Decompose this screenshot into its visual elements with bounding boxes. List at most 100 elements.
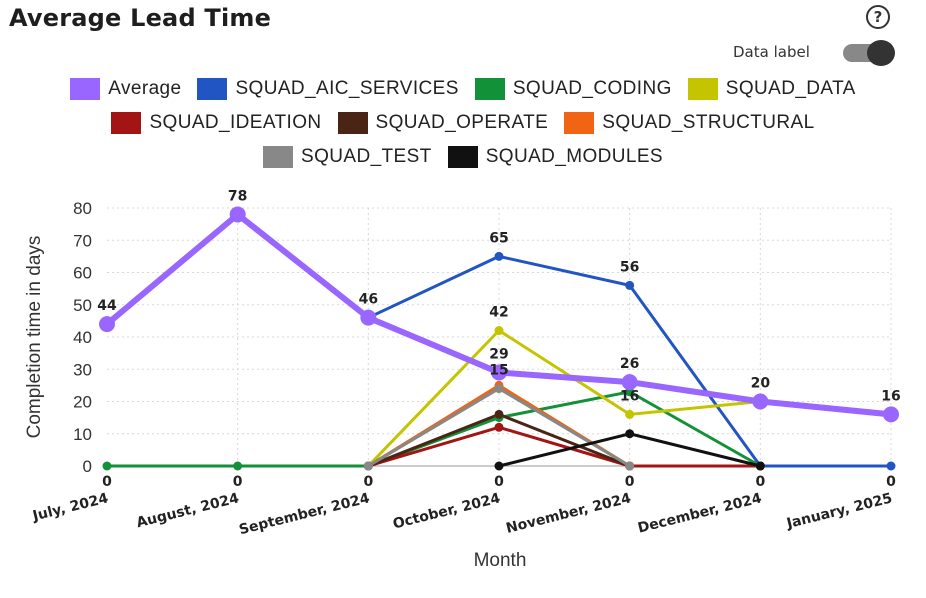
data-label: 78 xyxy=(228,188,247,204)
x-tick-label: October, 2024 xyxy=(391,490,502,532)
legend-row: SQUAD_IDEATION SQUAD_OPERATE SQUAD_STRUCTU… xyxy=(0,106,926,140)
data-point[interactable] xyxy=(494,422,504,432)
data-point[interactable] xyxy=(883,406,899,423)
legend-swatch xyxy=(197,78,228,100)
data-point[interactable] xyxy=(233,461,243,471)
y-tick-label: 10 xyxy=(73,425,92,444)
data-label: 29 xyxy=(489,346,508,362)
y-tick-label: 0 xyxy=(83,457,92,476)
y-tick-label: 60 xyxy=(73,264,92,283)
legend-label: SQUAD_AIC_SERVICES xyxy=(235,78,459,99)
data-point[interactable] xyxy=(625,429,635,439)
data-label: 0 xyxy=(755,474,765,490)
legend-item[interactable]: SQUAD_DATA xyxy=(687,78,856,100)
data-point[interactable] xyxy=(102,461,112,471)
data-point[interactable] xyxy=(621,374,638,391)
legend-label: Average xyxy=(108,78,182,99)
data-label: 56 xyxy=(620,259,639,275)
y-axis-ticks: 0 10 20 30 40 50 60 70 80 xyxy=(73,199,92,476)
legend-swatch xyxy=(474,78,505,100)
y-tick-label: 70 xyxy=(73,231,92,250)
data-label: 0 xyxy=(363,474,373,490)
y-tick-label: 40 xyxy=(73,328,92,347)
page-title: Average Lead Time xyxy=(9,4,272,32)
data-point[interactable] xyxy=(625,461,635,471)
y-tick-label: 80 xyxy=(73,199,92,218)
x-tick-label: September, 2024 xyxy=(238,490,372,538)
data-labels: 44 78 46 29 26 20 16 65 56 42 16 15 0 0 0 0 0 0 0 xyxy=(97,188,900,490)
series-line-squad-ideation[interactable] xyxy=(366,425,762,468)
data-point[interactable] xyxy=(494,251,504,261)
legend-swatch xyxy=(564,112,595,134)
data-point[interactable] xyxy=(625,280,635,290)
legend-label: SQUAD_TEST xyxy=(301,146,432,167)
legend-item[interactable]: SQUAD_STRUCTURAL xyxy=(564,112,814,134)
data-point[interactable] xyxy=(625,409,635,419)
data-point[interactable] xyxy=(363,461,373,471)
data-label: 0 xyxy=(494,474,504,490)
legend-item[interactable]: SQUAD_TEST xyxy=(263,146,432,168)
y-axis-title: Completion time in days xyxy=(24,236,45,439)
x-axis-title: Month xyxy=(474,550,527,571)
line-chart: 0 10 20 30 40 50 60 70 80 44 78 46 29 26 20 16 65 56 42 16… xyxy=(24,188,901,571)
data-label-toggle-label: Data label xyxy=(733,43,810,61)
legend-swatch xyxy=(337,112,368,134)
help-icon[interactable]: ? xyxy=(866,5,890,29)
data-label: 16 xyxy=(620,388,639,404)
x-tick-label: January, 2025 xyxy=(784,490,894,532)
data-label: 0 xyxy=(886,474,896,490)
toggle-knob[interactable] xyxy=(867,40,895,66)
legend-item[interactable]: SQUAD_CODING xyxy=(474,78,672,100)
legend-item[interactable]: SQUAD_IDEATION xyxy=(111,112,321,134)
data-label: 44 xyxy=(97,298,117,314)
series-points xyxy=(99,206,899,471)
data-point[interactable] xyxy=(494,409,504,419)
data-label: 0 xyxy=(102,474,112,490)
y-tick-label: 50 xyxy=(73,296,92,315)
data-label: 42 xyxy=(489,305,508,321)
x-tick-label: July, 2024 xyxy=(30,490,110,524)
data-point[interactable] xyxy=(229,206,246,223)
legend-row: Average SQUAD_AIC_SERVICES SQUAD_CODING SQU… xyxy=(0,72,926,106)
legend-label: SQUAD_DATA xyxy=(725,78,856,99)
legend-row: SQUAD_TEST SQUAD_MODULES xyxy=(0,140,926,174)
chart-legend: Average SQUAD_AIC_SERVICES SQUAD_CODING SQU… xyxy=(0,72,926,174)
data-point[interactable] xyxy=(494,461,504,471)
data-point[interactable] xyxy=(886,461,896,471)
data-label: 26 xyxy=(620,356,639,372)
data-point[interactable] xyxy=(360,309,377,326)
data-label: 16 xyxy=(881,388,900,404)
x-tick-label: August, 2024 xyxy=(135,490,241,531)
legend-label: SQUAD_IDEATION xyxy=(149,112,322,133)
legend-item[interactable]: SQUAD_AIC_SERVICES xyxy=(197,78,458,100)
legend-label: SQUAD_MODULES xyxy=(485,146,663,167)
series-line-squad-data[interactable] xyxy=(366,329,762,468)
data-point[interactable] xyxy=(494,384,504,394)
data-label-toggle[interactable] xyxy=(843,40,899,66)
data-label: 0 xyxy=(625,474,635,490)
legend-label: SQUAD_CODING xyxy=(512,78,672,99)
x-tick-label: November, 2024 xyxy=(504,490,632,537)
legend-swatch xyxy=(111,112,142,134)
legend-label: SQUAD_OPERATE xyxy=(375,112,549,133)
legend-item[interactable]: Average xyxy=(70,78,181,100)
data-label: 65 xyxy=(489,230,508,246)
data-point[interactable] xyxy=(491,364,507,381)
legend-swatch xyxy=(687,78,718,100)
data-label: 20 xyxy=(751,376,771,392)
legend-label: SQUAD_STRUCTURAL xyxy=(602,112,815,133)
data-point[interactable] xyxy=(99,316,115,333)
legend-swatch xyxy=(70,78,101,100)
data-point[interactable] xyxy=(752,393,769,410)
data-label: 0 xyxy=(233,474,243,490)
legend-swatch xyxy=(447,146,478,168)
legend-item[interactable]: SQUAD_OPERATE xyxy=(337,112,549,134)
data-label: 15 xyxy=(489,363,508,379)
legend-swatch xyxy=(263,146,293,168)
data-point[interactable] xyxy=(755,461,765,471)
data-point[interactable] xyxy=(494,326,504,336)
y-tick-label: 20 xyxy=(73,393,92,412)
legend-item[interactable]: SQUAD_MODULES xyxy=(447,146,663,168)
x-tick-label: December, 2024 xyxy=(636,490,763,536)
